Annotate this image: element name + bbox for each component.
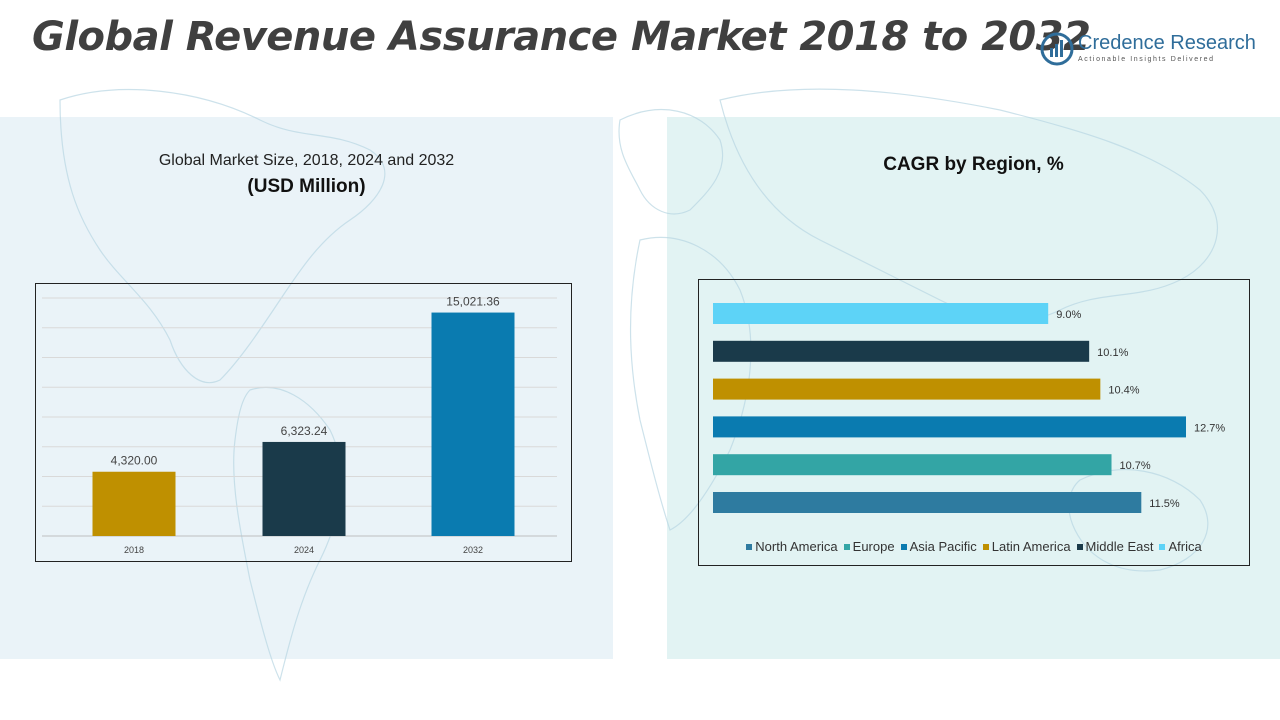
logo-icon (1040, 32, 1074, 66)
logo-name: Credence Research (1078, 32, 1256, 54)
page-title: Global Revenue Assurance Market 2018 to … (32, 14, 1091, 60)
hbar-north-america (713, 492, 1142, 513)
legend-item: Africa (1159, 539, 1202, 554)
hbar-value-label: 10.7% (1120, 460, 1151, 472)
market-size-unit: (USD Million) (247, 176, 366, 197)
hbar-value-label: 10.1% (1097, 347, 1128, 359)
legend-item: Latin America (982, 539, 1071, 554)
legend-swatch (1076, 543, 1083, 550)
hbar-value-label: 11.5% (1149, 498, 1180, 510)
hbar-value-label: 12.7% (1194, 422, 1225, 434)
x-tick-label: 2018 (124, 545, 144, 555)
legend-item: Europe (843, 539, 895, 554)
bar-value-label: 15,021.36 (446, 295, 500, 309)
logo-tagline: Actionable Insights Delivered (1078, 56, 1215, 63)
legend-label: Latin America (991, 539, 1071, 554)
hbar-middle-east (713, 340, 1090, 362)
bar-2032 (431, 312, 515, 536)
hbar-value-label: 10.4% (1108, 385, 1139, 397)
legend-label: North America (755, 539, 838, 554)
legend-item: Middle East (1076, 539, 1154, 554)
hbar-asia-pacific (713, 416, 1186, 438)
legend-label: Middle East (1085, 539, 1154, 554)
legend-item: Asia Pacific (900, 539, 977, 554)
cagr-chart-svg: 9.0% 10.1% 10.4% 12.7% 10.7% 11.5% (713, 303, 1225, 513)
bar-2024 (262, 441, 346, 536)
legend-swatch (900, 543, 907, 550)
world-map-background (59, 88, 1218, 682)
bar-2018 (92, 471, 176, 536)
x-tick-label: 2024 (294, 545, 314, 555)
legend-label: Europe (852, 539, 895, 554)
legend-label: Asia Pacific (909, 539, 977, 554)
cagr-legend: North America Europe Asia Pacific Latin Ame… (699, 539, 1249, 554)
hbar-latin-america (713, 378, 1101, 400)
legend-swatch (1159, 543, 1166, 550)
market-size-chart: 4,320.00 2018 6,323.24 2024 15,021.36 2032 (35, 283, 572, 562)
legend-label: Africa (1168, 539, 1202, 554)
legend-swatch (843, 543, 850, 550)
hbar-africa (713, 303, 1049, 324)
legend-swatch (746, 543, 753, 550)
hbar-value-label: 9.0% (1056, 309, 1081, 321)
bar-value-label: 6,323.24 (281, 424, 328, 438)
x-tick-label: 2032 (463, 545, 483, 555)
hbar-europe (713, 454, 1112, 476)
market-size-chart-svg: 4,320.00 2018 6,323.24 2024 15,021.36 2032 (42, 295, 557, 555)
market-size-title: Global Market Size, 2018, 2024 and 2032 (158, 152, 455, 169)
cagr-title: CAGR by Region, % (883, 154, 1064, 175)
legend-item: North America (746, 539, 838, 554)
brand-logo: Credence Research Actionable Insights De… (1040, 30, 1270, 70)
bar-value-label: 4,320.00 (111, 454, 158, 468)
legend-swatch (982, 543, 989, 550)
cagr-chart: 9.0% 10.1% 10.4% 12.7% 10.7% 11.5% North Amer… (698, 279, 1250, 566)
